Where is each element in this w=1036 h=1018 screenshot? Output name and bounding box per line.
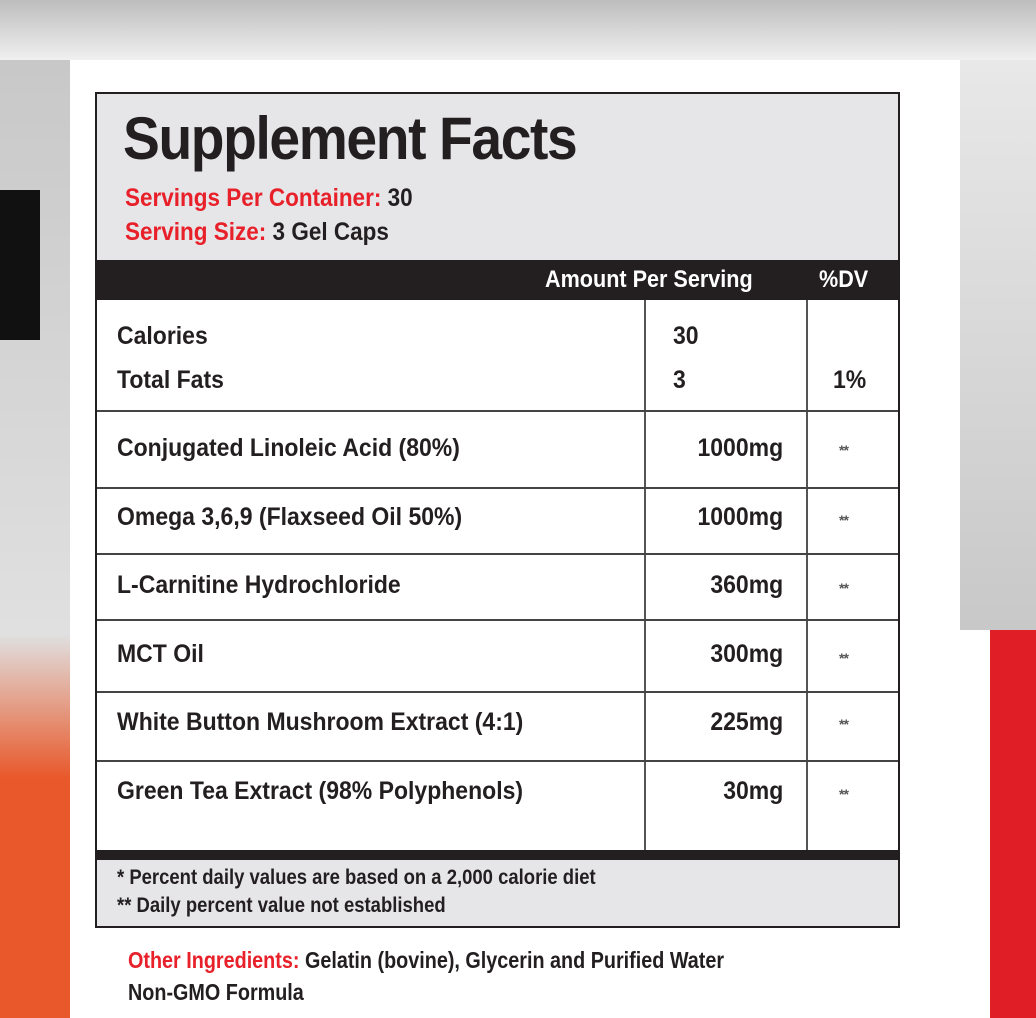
- supplement-facts-panel: Supplement Facts Servings Per Container:…: [95, 92, 900, 928]
- serving-size-label: Serving Size:: [125, 218, 267, 246]
- row-divider: [97, 760, 898, 762]
- ingredient-amount: 1000mg: [697, 503, 783, 531]
- column-divider: [806, 300, 808, 850]
- ingredient-dv: **: [839, 716, 849, 732]
- row-divider: [97, 410, 898, 412]
- other-ingredients: Other Ingredients: Gelatin (bovine), Gly…: [128, 947, 724, 974]
- ingredient-amount: 360mg: [710, 571, 783, 599]
- other-ingredients-label: Other Ingredients:: [128, 947, 300, 973]
- servings-label: Servings Per Container:: [125, 184, 382, 212]
- ingredient-name: Green Tea Extract (98% Polyphenols): [117, 777, 524, 805]
- row-divider: [97, 487, 898, 489]
- dv-column-header: %DV: [819, 266, 869, 293]
- background-black-smudge: [0, 190, 40, 340]
- ingredient-name: Omega 3,6,9 (Flaxseed Oil 50%): [117, 503, 463, 531]
- ingredient-amount: 225mg: [710, 708, 783, 736]
- ingredient-dv: **: [839, 786, 849, 802]
- panel-title: Supplement Facts: [123, 105, 578, 172]
- ingredient-amount: 30mg: [722, 777, 783, 805]
- ingredient-name: L-Carnitine Hydrochloride: [117, 571, 401, 599]
- ingredient-dv: **: [839, 650, 849, 666]
- background-grunge-top: [0, 0, 1036, 60]
- ingredient-dv: **: [839, 580, 849, 596]
- footnote: * Percent daily values are based on a 2,…: [117, 866, 596, 889]
- row-amount: 3: [673, 366, 686, 394]
- column-divider: [644, 300, 646, 850]
- row-divider: [97, 553, 898, 555]
- ingredient-name: Conjugated Linoleic Acid (80%): [117, 434, 460, 462]
- ingredient-amount: 1000mg: [697, 434, 783, 462]
- row-divider: [97, 619, 898, 621]
- header-panel: Supplement Facts Servings Per Container:…: [97, 94, 898, 260]
- servings-value: 30: [387, 184, 413, 212]
- footer-bar: [97, 850, 898, 860]
- row-dv: 1%: [833, 366, 867, 394]
- column-header-bar: Amount Per Serving %DV: [97, 260, 898, 300]
- row-divider: [97, 691, 898, 693]
- non-gmo-note: Non-GMO Formula: [128, 979, 304, 1005]
- footnote-panel: * Percent daily values are based on a 2,…: [97, 860, 898, 926]
- serving-size: Serving Size: 3 Gel Caps: [125, 218, 389, 247]
- other-ingredients-value: Gelatin (bovine), Glycerin and Purified …: [304, 947, 725, 973]
- footnote: ** Daily percent value not established: [117, 894, 446, 917]
- ingredient-dv: **: [839, 442, 849, 458]
- ingredient-name: White Button Mushroom Extract (4:1): [117, 708, 524, 736]
- background-grunge-right: [960, 60, 1036, 630]
- background-red-right: [990, 630, 1036, 1018]
- ingredient-dv: **: [839, 512, 849, 528]
- row-name: Calories: [117, 322, 208, 350]
- row-name: Total Fats: [117, 366, 224, 394]
- serving-size-value: 3 Gel Caps: [272, 218, 389, 246]
- ingredient-name: MCT Oil: [117, 640, 204, 668]
- servings-per-container: Servings Per Container: 30: [125, 184, 413, 213]
- ingredient-amount: 300mg: [710, 640, 783, 668]
- amount-column-header: Amount Per Serving: [545, 266, 753, 293]
- row-amount: 30: [673, 322, 699, 350]
